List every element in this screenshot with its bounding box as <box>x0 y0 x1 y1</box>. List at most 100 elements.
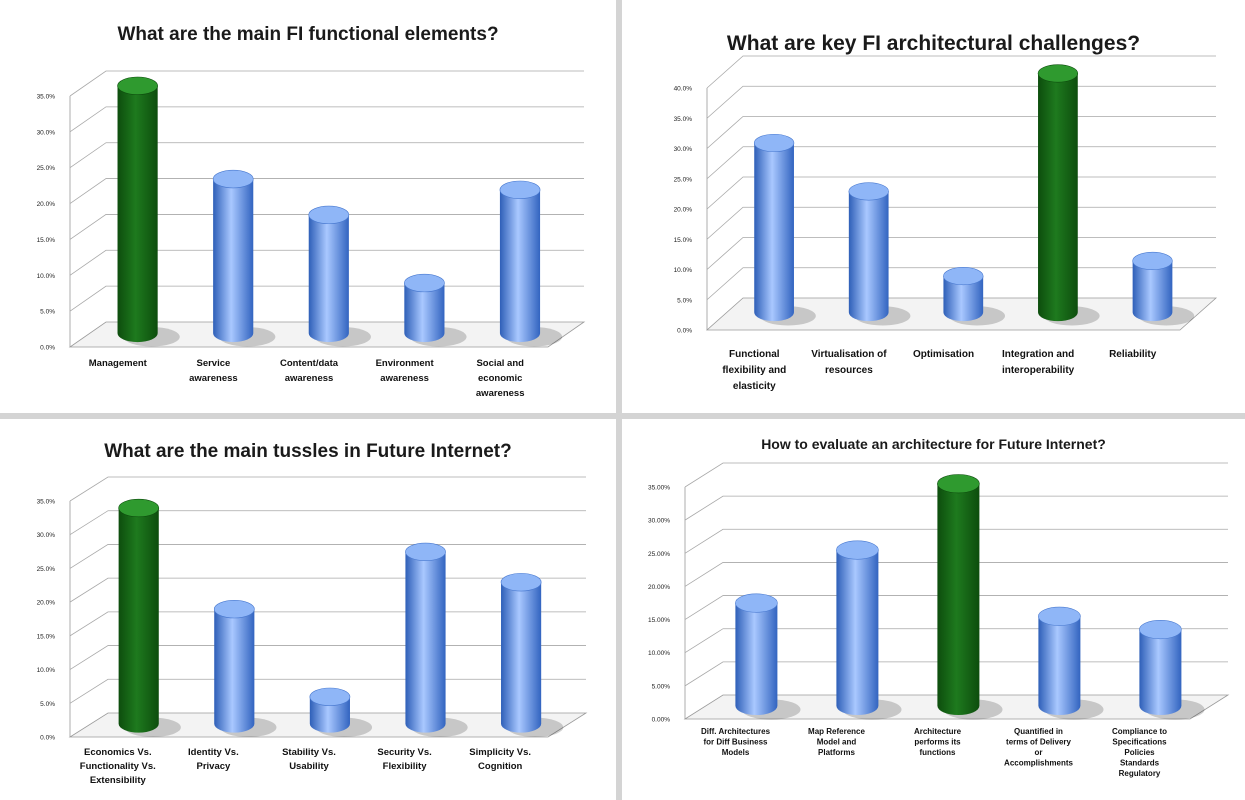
y-tick-label: 15.0% <box>37 633 56 640</box>
bar <box>943 267 1006 326</box>
gridline <box>684 528 1228 554</box>
y-tick-label: 0.0% <box>677 328 692 335</box>
y-tick-label: 25.00% <box>648 551 670 558</box>
y-tick-label: 5.0% <box>677 297 692 304</box>
y-tick-label: 35.00% <box>648 485 670 492</box>
chart-title: What are the main FI functional elements… <box>117 24 498 45</box>
y-tick-label: 0.0% <box>40 735 55 742</box>
bar <box>848 182 911 326</box>
bar <box>405 542 468 738</box>
gridline <box>706 55 1216 89</box>
gridline <box>69 178 584 204</box>
panel-separator-vertical <box>616 0 622 800</box>
bar <box>404 273 467 347</box>
category-label: Diff. Architectures for Diff Business Mode… <box>701 727 771 757</box>
gridline <box>69 249 584 276</box>
category-label: Integration and interoperability <box>1002 349 1075 376</box>
y-tick-label: 25.0% <box>37 165 56 172</box>
category-label: Economics Vs. Functionality Vs. Extensibil… <box>80 747 156 786</box>
y-tick-label: 5.0% <box>40 701 55 708</box>
gridline <box>684 595 1228 620</box>
gridline <box>69 476 586 502</box>
bar <box>500 573 564 738</box>
y-tick-label: 30.0% <box>674 146 693 153</box>
category-label: Optimisation <box>913 349 974 360</box>
chart-svg: What are key FI architectural challenges… <box>674 32 1218 392</box>
y-tick-label: 0.0% <box>40 345 55 352</box>
chart-panel-functional-elements: What are the main FI functional elements… <box>0 0 616 413</box>
category-label: Service awareness <box>189 358 238 384</box>
category-label: Quantified in terms of Delivery or Accompli… <box>1004 727 1073 768</box>
panel-separator-horizontal <box>0 413 1245 419</box>
y-tick-label: 25.0% <box>37 566 56 573</box>
bar <box>836 540 902 720</box>
y-tick-label: 10.0% <box>674 267 693 274</box>
gridline <box>69 142 584 169</box>
category-label: Management <box>89 358 148 369</box>
chart-svg: What are the main tussles in Future Inte… <box>37 441 588 786</box>
category-label: Compliance to Specifications Policies Stand… <box>1112 727 1167 778</box>
y-tick-label: 30.0% <box>37 129 56 136</box>
chart-title: How to evaluate an architecture for Futu… <box>761 436 1106 452</box>
chart-panel-evaluate-architecture: How to evaluate an architecture for Futu… <box>622 419 1245 800</box>
bar <box>117 76 180 347</box>
y-tick-label: 15.00% <box>648 617 670 624</box>
gridline <box>69 214 584 240</box>
bar <box>1038 606 1104 720</box>
category-label: Virtualisation of resources <box>811 349 887 376</box>
category-label: Stability Vs. Usability <box>282 747 336 772</box>
bar <box>118 498 181 738</box>
y-tick-label: 40.0% <box>674 86 693 93</box>
gridline <box>69 70 584 97</box>
y-tick-label: 15.0% <box>674 237 693 244</box>
bar <box>735 593 801 720</box>
y-tick-label: 5.0% <box>40 309 55 316</box>
category-label: Architecture performs its functions <box>914 727 962 757</box>
bar <box>309 687 373 738</box>
category-label: Functional flexibility and elasticity <box>722 349 786 392</box>
y-tick-label: 20.0% <box>37 600 56 607</box>
y-tick-label: 10.0% <box>37 273 56 280</box>
chart-title: What are key FI architectural challenges… <box>727 32 1140 55</box>
chart-title: What are the main tussles in Future Inte… <box>104 441 512 462</box>
y-tick-label: 0.00% <box>652 717 671 724</box>
bar <box>937 474 1003 720</box>
chart-svg: How to evaluate an architecture for Futu… <box>648 436 1230 778</box>
chart-panel-architectural-challenges: What are key FI architectural challenges… <box>622 0 1245 413</box>
y-tick-label: 35.0% <box>37 94 56 101</box>
bar <box>308 205 371 347</box>
bar <box>1139 620 1205 720</box>
y-tick-label: 20.0% <box>37 201 56 208</box>
category-label: Reliability <box>1109 349 1157 360</box>
gridline <box>684 495 1228 521</box>
bar <box>499 180 563 347</box>
gridline <box>706 85 1216 119</box>
bar <box>212 169 276 347</box>
bar <box>213 600 277 738</box>
y-tick-label: 25.0% <box>674 176 693 183</box>
category-label: Security Vs. Flexibility <box>377 747 431 772</box>
category-label: Simplicity Vs. Cognition <box>469 747 531 772</box>
y-tick-label: 10.0% <box>37 667 56 674</box>
category-label: Social and economic awareness <box>476 358 525 399</box>
y-tick-label: 20.00% <box>648 584 670 591</box>
y-tick-label: 30.00% <box>648 518 670 525</box>
gridline <box>69 106 584 133</box>
y-tick-label: 10.00% <box>648 650 670 657</box>
category-label: Identity Vs. Privacy <box>188 747 239 772</box>
chart-svg: What are the main FI functional elements… <box>37 24 586 399</box>
gridline <box>69 510 586 536</box>
y-tick-label: 35.0% <box>37 499 56 506</box>
bar <box>1132 251 1195 326</box>
y-tick-label: 20.0% <box>674 207 693 214</box>
gridline <box>684 462 1228 488</box>
chart-panel-tussles: What are the main tussles in Future Inte… <box>0 419 616 800</box>
y-tick-label: 30.0% <box>37 532 56 539</box>
bar <box>1037 64 1100 326</box>
bar <box>753 133 816 326</box>
category-label: Content/data awareness <box>280 358 339 384</box>
y-tick-label: 35.0% <box>674 116 693 123</box>
y-tick-label: 15.0% <box>37 237 56 244</box>
y-tick-label: 5.00% <box>652 683 671 690</box>
category-label: Map Reference Model and Platforms <box>808 727 865 757</box>
